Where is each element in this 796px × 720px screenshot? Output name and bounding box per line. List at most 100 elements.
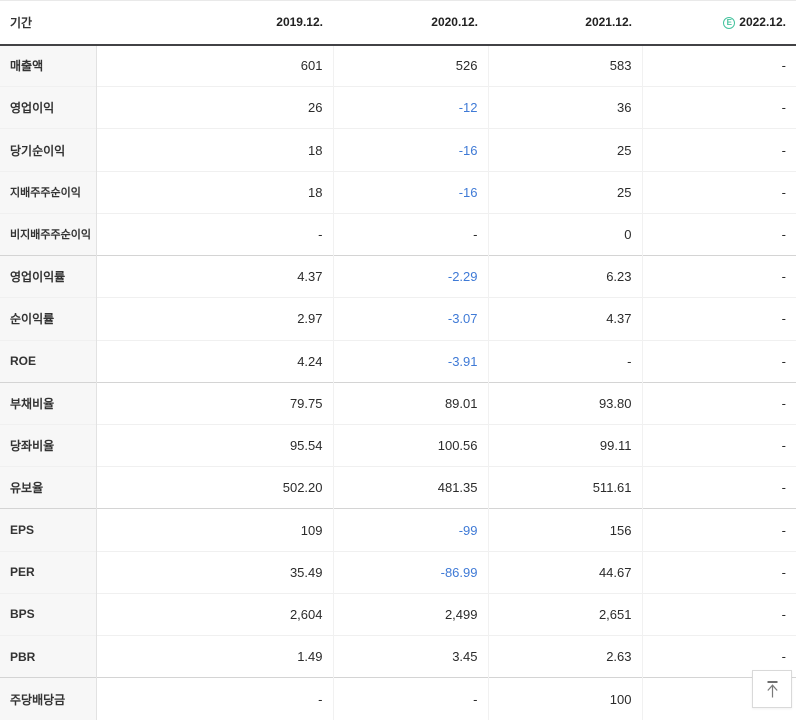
cell-value: -86.99 xyxy=(332,550,488,594)
table-row: BPS 2,604 2,499 2,651- xyxy=(0,592,796,636)
table-row: 순이익률 2.97 -3.07 4.37- xyxy=(0,297,796,341)
cell-value: - xyxy=(641,128,796,172)
cell-value: 25 xyxy=(487,170,642,214)
header-row: 기간 2019.12. 2020.12. 2021.12. E 2022.12. xyxy=(0,0,796,46)
row-label: 순이익률 xyxy=(0,297,97,341)
cell-value: - xyxy=(487,339,642,383)
cell-value: 18 xyxy=(95,170,333,214)
row-label: PER xyxy=(0,550,97,594)
arrow-up-to-line-icon xyxy=(764,680,781,699)
column-header-2019: 2019.12. xyxy=(96,0,333,46)
cell-value: 6.23 xyxy=(487,255,642,298)
column-header-2020: 2020.12. xyxy=(333,0,488,46)
table-row: 당기순이익 18 -16 25- xyxy=(0,128,796,172)
cell-value: 2,651 xyxy=(487,592,642,636)
cell-value: 1.49 xyxy=(95,635,333,678)
cell-value: 511.61 xyxy=(487,466,642,509)
table-row: EPS 109 -99 156- xyxy=(0,508,796,552)
cell-value: 100.56 xyxy=(332,423,488,467)
cell-value: 100 xyxy=(487,677,642,720)
cell-value: 35.49 xyxy=(95,550,333,594)
row-label: PBR xyxy=(0,635,97,678)
table-row: 유보율 502.20 481.35 511.61- xyxy=(0,466,796,509)
cell-value: 601 xyxy=(95,43,333,87)
table-body: 매출액 601 526 583- 영업이익 26 -12 36- 당기순이익 18 -16 25- 지배… xyxy=(0,43,796,720)
cell-value: -12 xyxy=(332,86,488,129)
row-label: 당좌비율 xyxy=(0,423,97,467)
row-label: 지배주주순이익 xyxy=(0,170,97,214)
cell-value: 0 xyxy=(487,212,642,256)
row-label: 비지배주주순이익 xyxy=(0,212,97,256)
table-row: 영업이익률 4.37 -2.29 6.23- xyxy=(0,255,796,298)
row-label: 당기순이익 xyxy=(0,128,97,172)
cell-value: 4.24 xyxy=(95,339,333,383)
cell-value: 79.75 xyxy=(95,381,333,425)
cell-value: -2.29 xyxy=(332,255,488,298)
cell-value: 89.01 xyxy=(332,381,488,425)
table-row: 부채비율 79.75 89.01 93.80- xyxy=(0,381,796,425)
cell-value: 93.80 xyxy=(487,381,642,425)
cell-value: - xyxy=(641,466,796,509)
cell-value: 2.63 xyxy=(487,635,642,678)
row-label: 영업이익률 xyxy=(0,255,97,298)
table-row: 지배주주순이익 18 -16 25- xyxy=(0,170,796,214)
column-header-2022: E 2022.12. xyxy=(642,0,796,46)
column-header-2021: 2021.12. xyxy=(488,0,642,46)
cell-value: 18 xyxy=(95,128,333,172)
scroll-to-top-button[interactable] xyxy=(752,670,792,708)
cell-value: 156 xyxy=(487,508,642,552)
cell-value: 4.37 xyxy=(95,255,333,298)
row-label: 영업이익 xyxy=(0,86,97,129)
cell-value: 583 xyxy=(487,43,642,87)
period-header: 기간 xyxy=(0,0,96,46)
cell-value: - xyxy=(641,550,796,594)
table-row: 주당배당금--100- xyxy=(0,677,796,720)
table-header: 기간 2019.12. 2020.12. 2021.12. E 2022.12. xyxy=(0,0,796,46)
cell-value: 99.11 xyxy=(487,423,642,467)
cell-value: - xyxy=(332,212,488,256)
table-row: 비지배주주순이익 - -0- xyxy=(0,212,796,256)
table-row: ROE 4.24 -3.91- - xyxy=(0,339,796,383)
cell-value: 526 xyxy=(332,43,488,87)
row-label: 유보율 xyxy=(0,466,97,509)
cell-value: 2,499 xyxy=(332,592,488,636)
table-row: 당좌비율 95.54 100.56 99.11- xyxy=(0,423,796,467)
cell-value: - xyxy=(332,677,488,720)
cell-value: 109 xyxy=(95,508,333,552)
cell-value: 36 xyxy=(487,86,642,129)
cell-value: - xyxy=(641,297,796,341)
column-header-2022-label: 2022.12. xyxy=(739,15,786,30)
cell-value: 2,604 xyxy=(95,592,333,636)
cell-value: - xyxy=(95,677,333,720)
table-row: 매출액 601 526 583- xyxy=(0,43,796,87)
cell-value: 44.67 xyxy=(487,550,642,594)
cell-value: 26 xyxy=(95,86,333,129)
cell-value: - xyxy=(641,255,796,298)
row-label: EPS xyxy=(0,508,97,552)
cell-value: - xyxy=(641,339,796,383)
row-label: ROE xyxy=(0,339,97,383)
cell-value: -16 xyxy=(332,170,488,214)
cell-value: 25 xyxy=(487,128,642,172)
cell-value: - xyxy=(641,212,796,256)
table-row: PER 35.49 -86.99 44.67- xyxy=(0,550,796,594)
cell-value: - xyxy=(95,212,333,256)
cell-value: 481.35 xyxy=(332,466,488,509)
cell-value: - xyxy=(641,43,796,87)
cell-value: 3.45 xyxy=(332,635,488,678)
table-row: 영업이익 26 -12 36- xyxy=(0,86,796,129)
row-label: 부채비율 xyxy=(0,381,97,425)
cell-value: - xyxy=(641,592,796,636)
cell-value: - xyxy=(641,508,796,552)
row-label: BPS xyxy=(0,592,97,636)
estimate-icon: E xyxy=(723,17,736,30)
cell-value: -3.91 xyxy=(332,339,488,383)
cell-value: - xyxy=(641,86,796,129)
cell-value: 95.54 xyxy=(95,423,333,467)
cell-value: 2.97 xyxy=(95,297,333,341)
table-row: PBR 1.49 3.45 2.63- xyxy=(0,635,796,678)
cell-value: -16 xyxy=(332,128,488,172)
cell-value: -3.07 xyxy=(332,297,488,341)
cell-value: - xyxy=(641,423,796,467)
